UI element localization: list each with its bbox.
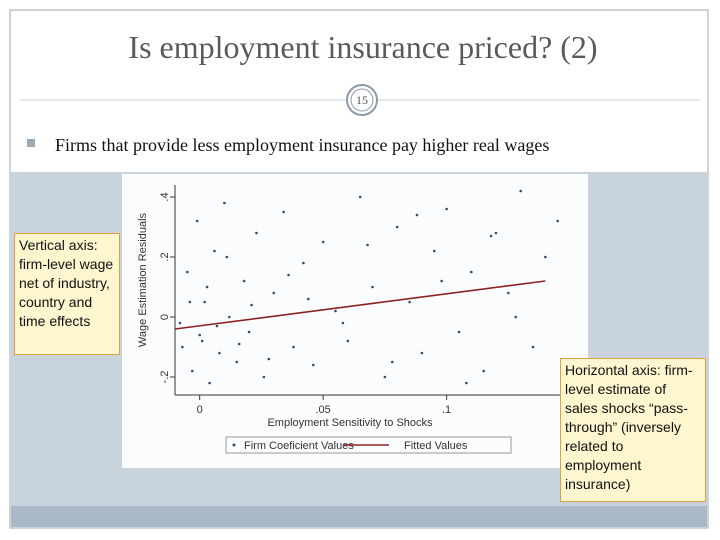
scatter-point — [186, 270, 189, 274]
fitted-line — [174, 280, 546, 330]
callout: Vertical axis: firm-level wage net of in… — [14, 233, 120, 355]
scatter-point — [366, 243, 369, 247]
y-tick-label: .2 — [159, 252, 171, 261]
scatter-point — [531, 345, 535, 349]
scatter-point — [482, 369, 485, 373]
x-tick-label: .1 — [442, 404, 451, 416]
scatter-point — [213, 249, 216, 253]
scatter-point — [181, 345, 184, 349]
scatter-point — [346, 339, 350, 343]
scatter-point — [556, 219, 560, 223]
scatter-point — [465, 381, 468, 385]
scatter-point — [457, 330, 461, 334]
scatter-point — [307, 297, 310, 301]
x-axis-label: Employment Sensitivity to Shocks — [267, 417, 433, 429]
legend-label: Firm Coeficient Values — [244, 440, 354, 452]
scatter-point — [262, 375, 266, 379]
legend-label: Fitted Values — [404, 440, 468, 452]
scatter-point — [223, 201, 226, 205]
scatter-point — [287, 273, 290, 277]
scatter-point — [198, 333, 201, 337]
scatter-point — [195, 219, 199, 223]
scatter-point — [321, 240, 325, 244]
scatter-point — [235, 360, 239, 364]
scatter-point — [237, 342, 241, 346]
scatter-point — [415, 213, 419, 217]
y-tick-label: 0 — [159, 314, 171, 320]
scatter-point — [519, 189, 522, 193]
bullet-text: Firms that provide less employment insur… — [55, 135, 549, 155]
scatter-point — [507, 291, 510, 295]
y-tick-label: -.2 — [159, 371, 171, 384]
scatter-point — [432, 249, 436, 253]
legend-box — [225, 436, 512, 454]
scatter-point — [420, 351, 424, 355]
scatter-point — [272, 291, 276, 295]
scatter-point — [311, 363, 315, 367]
scatter-point — [247, 330, 251, 334]
scatter-point — [225, 255, 229, 259]
scatter-point — [341, 321, 345, 325]
scatter-point — [228, 315, 231, 319]
scatter-point — [408, 300, 411, 304]
scatter-point — [334, 309, 337, 313]
scatter-point — [282, 210, 285, 214]
scatter-point — [489, 234, 493, 238]
scatter-point — [292, 345, 295, 349]
legend-marker — [232, 443, 236, 447]
chart-background — [122, 174, 588, 468]
scatter-point — [203, 300, 206, 304]
scatter-point — [200, 339, 204, 343]
slide-title: Is employment insurance priced? (2) — [128, 29, 597, 65]
footer-band — [11, 506, 707, 527]
scatter-point — [267, 357, 271, 361]
x-tick-label: 0 — [197, 404, 203, 416]
scatter-point — [205, 285, 209, 289]
scatter-point — [390, 360, 394, 364]
bullet-marker — [27, 139, 35, 147]
scatter-point — [514, 315, 518, 319]
scatter-point — [469, 270, 473, 274]
scatter-point — [250, 303, 253, 307]
scatter-point — [218, 351, 221, 355]
scatter-point — [208, 381, 211, 385]
scatter-point — [215, 324, 219, 328]
scatter-point — [255, 231, 258, 235]
scatter-point — [395, 225, 399, 229]
chart: -.2 0 .2 .4 0 .05 .1 Employment Sensitivity to … — [137, 185, 575, 454]
scatter-point — [358, 195, 362, 199]
scatter-point — [178, 321, 182, 325]
scatter-point — [188, 300, 192, 304]
scatter-point — [544, 255, 547, 259]
scatter-point — [445, 207, 448, 211]
page-badge-inner — [350, 88, 374, 112]
y-axis-label: Wage Estimation Residuals — [137, 212, 149, 347]
scatter-point — [440, 279, 443, 283]
page-number: 15 — [356, 93, 368, 107]
scatter-point — [302, 261, 305, 265]
x-tick-label: .05 — [315, 404, 330, 416]
scatter-point — [371, 285, 374, 289]
scatter-point — [383, 375, 387, 379]
scatter-point — [494, 231, 498, 235]
y-tick-label: .4 — [159, 192, 171, 201]
callout: Horizontal axis: firm-level estimate of … — [560, 358, 706, 502]
scatter-point — [190, 369, 194, 373]
scatter-point — [242, 279, 246, 283]
